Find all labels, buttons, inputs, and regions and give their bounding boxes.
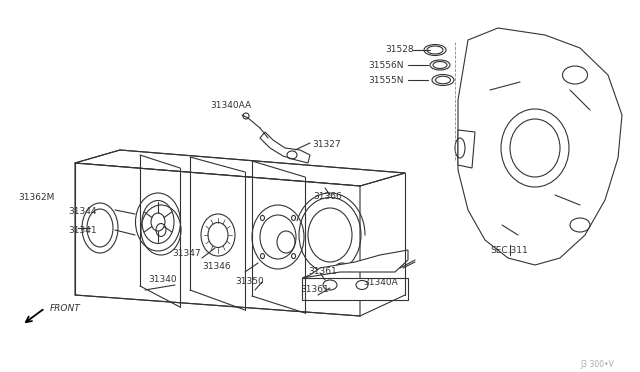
Text: FRONT: FRONT	[50, 304, 81, 313]
Text: 31346: 31346	[202, 262, 230, 271]
Text: 31344: 31344	[68, 207, 97, 216]
Text: 31362M: 31362M	[18, 193, 54, 202]
Polygon shape	[458, 130, 475, 168]
Text: 31340AA: 31340AA	[210, 101, 251, 110]
Polygon shape	[260, 132, 310, 163]
Polygon shape	[458, 28, 622, 265]
Text: 31327: 31327	[312, 140, 340, 149]
Text: 31350: 31350	[235, 277, 264, 286]
Text: 31556N: 31556N	[368, 61, 403, 70]
Text: 31341: 31341	[68, 226, 97, 235]
Polygon shape	[75, 150, 405, 186]
Text: 31366: 31366	[313, 192, 342, 201]
Polygon shape	[302, 250, 408, 278]
Polygon shape	[75, 163, 360, 316]
Polygon shape	[302, 278, 408, 300]
Text: SEC.311: SEC.311	[490, 246, 528, 255]
Text: 31340: 31340	[148, 275, 177, 284]
Text: 31528: 31528	[385, 45, 413, 54]
Text: 31361: 31361	[308, 267, 337, 276]
Text: 31340A: 31340A	[363, 278, 397, 287]
Text: 31361: 31361	[300, 285, 329, 294]
Text: 31555N: 31555N	[368, 76, 403, 85]
Text: 31347: 31347	[172, 249, 200, 258]
Text: J3 300•V: J3 300•V	[580, 360, 614, 369]
